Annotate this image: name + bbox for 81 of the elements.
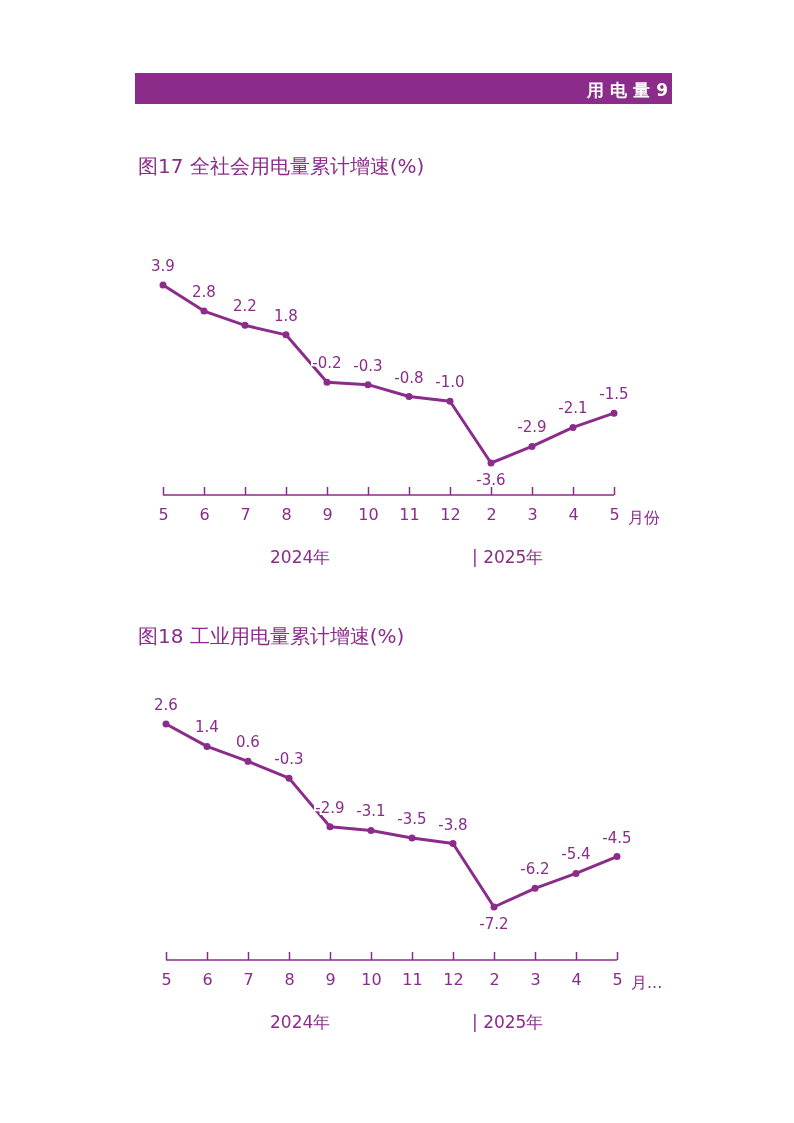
point: [364, 381, 372, 389]
data-label: 2.2: [233, 297, 257, 316]
text: | 2025年: [472, 1012, 544, 1032]
data-label: -3.5: [397, 809, 427, 828]
data-label: -4.5: [602, 828, 632, 847]
x-tick-label: 9: [322, 505, 333, 525]
x-tick-label: 8: [281, 505, 292, 525]
data-label: 1.4: [195, 718, 219, 737]
data-label: -7.2: [479, 915, 509, 933]
data-label: -3.8: [438, 815, 468, 834]
point: [490, 903, 498, 911]
point: [572, 869, 580, 877]
data-label: -5.4: [561, 845, 591, 864]
data-label: -1.5: [599, 385, 629, 404]
point: [159, 281, 167, 289]
point: [367, 826, 375, 834]
x-tick-label: 3: [527, 505, 538, 525]
text: | 2025年: [472, 547, 544, 567]
text: 2024年: [270, 1012, 331, 1032]
point: [282, 331, 290, 339]
point: [162, 720, 170, 728]
x-axis-title: 月份: [628, 508, 660, 527]
x-tick-label: 4: [571, 970, 582, 990]
data-label: 2.6: [154, 696, 178, 714]
data-label: -3.1: [356, 802, 386, 821]
point: [487, 459, 495, 467]
chart-title: 图17 全社会用电量累计增速(%): [138, 154, 425, 178]
x-tick-label: 10: [358, 505, 379, 525]
x-tick-label: 5: [609, 505, 620, 525]
x-tick-label: 8: [284, 970, 295, 990]
point: [569, 423, 577, 431]
x-tick-label: 7: [243, 970, 254, 990]
x-tick-label: 10: [361, 970, 382, 990]
point: [531, 884, 539, 892]
x-tick-label: 2: [486, 505, 497, 525]
data-label: -1.0: [435, 373, 465, 392]
point: [241, 321, 249, 329]
point: [244, 757, 252, 765]
point: [326, 823, 334, 831]
data-label: 2.8: [192, 283, 216, 302]
data-label: -0.3: [274, 750, 304, 769]
text: 用 电 量 9: [586, 80, 668, 100]
x-tick-label: 4: [568, 505, 579, 525]
x-tick-label: 11: [402, 970, 423, 990]
data-label: -6.2: [520, 860, 550, 879]
x-axis-title: 月...: [631, 973, 663, 992]
point: [408, 834, 416, 842]
point: [446, 397, 454, 405]
data-label: -2.1: [558, 399, 588, 418]
chart-title: 图18 工业用电量累计增速(%): [138, 624, 405, 648]
x-tick-label: 5: [612, 970, 623, 990]
data-label: 0.6: [236, 733, 260, 752]
data-label: -0.8: [394, 368, 424, 387]
x-tick-label: 7: [240, 505, 251, 525]
data-label: 1.8: [274, 306, 298, 325]
x-tick-label: 5: [161, 970, 172, 990]
x-tick-label: 3: [530, 970, 541, 990]
point: [613, 853, 621, 861]
point: [203, 742, 211, 750]
point: [323, 378, 331, 386]
data-label: -3.6: [476, 471, 506, 489]
data-label: -2.9: [517, 418, 547, 437]
x-tick-label: 2: [489, 970, 500, 990]
point: [405, 393, 413, 401]
x-tick-label: 12: [443, 970, 464, 990]
point: [528, 442, 536, 450]
data-label: -2.9: [315, 798, 345, 817]
x-tick-label: 11: [399, 505, 420, 525]
x-tick-label: 5: [158, 505, 169, 525]
x-tick-label: 6: [202, 970, 213, 990]
data-label: 3.9: [151, 257, 175, 275]
text: 2024年: [270, 547, 331, 567]
data-label: -0.3: [353, 356, 383, 375]
point: [285, 774, 293, 782]
point: [610, 409, 618, 417]
point: [200, 307, 208, 315]
x-tick-label: 9: [325, 970, 336, 990]
point: [449, 840, 457, 848]
data-label: -0.2: [312, 354, 342, 373]
x-tick-label: 6: [199, 505, 210, 525]
x-tick-label: 12: [440, 505, 461, 525]
